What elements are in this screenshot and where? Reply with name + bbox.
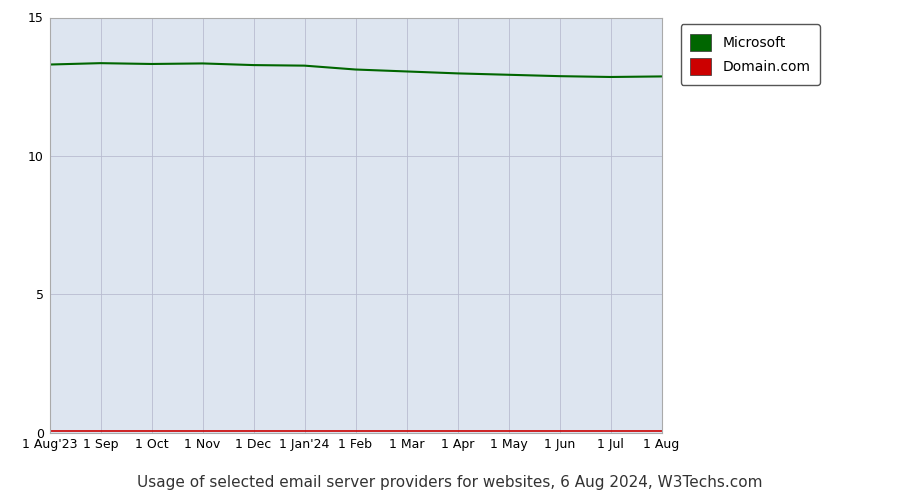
- Legend: Microsoft, Domain.com: Microsoft, Domain.com: [680, 24, 820, 84]
- Text: Usage of selected email server providers for websites, 6 Aug 2024, W3Techs.com: Usage of selected email server providers…: [137, 475, 763, 490]
